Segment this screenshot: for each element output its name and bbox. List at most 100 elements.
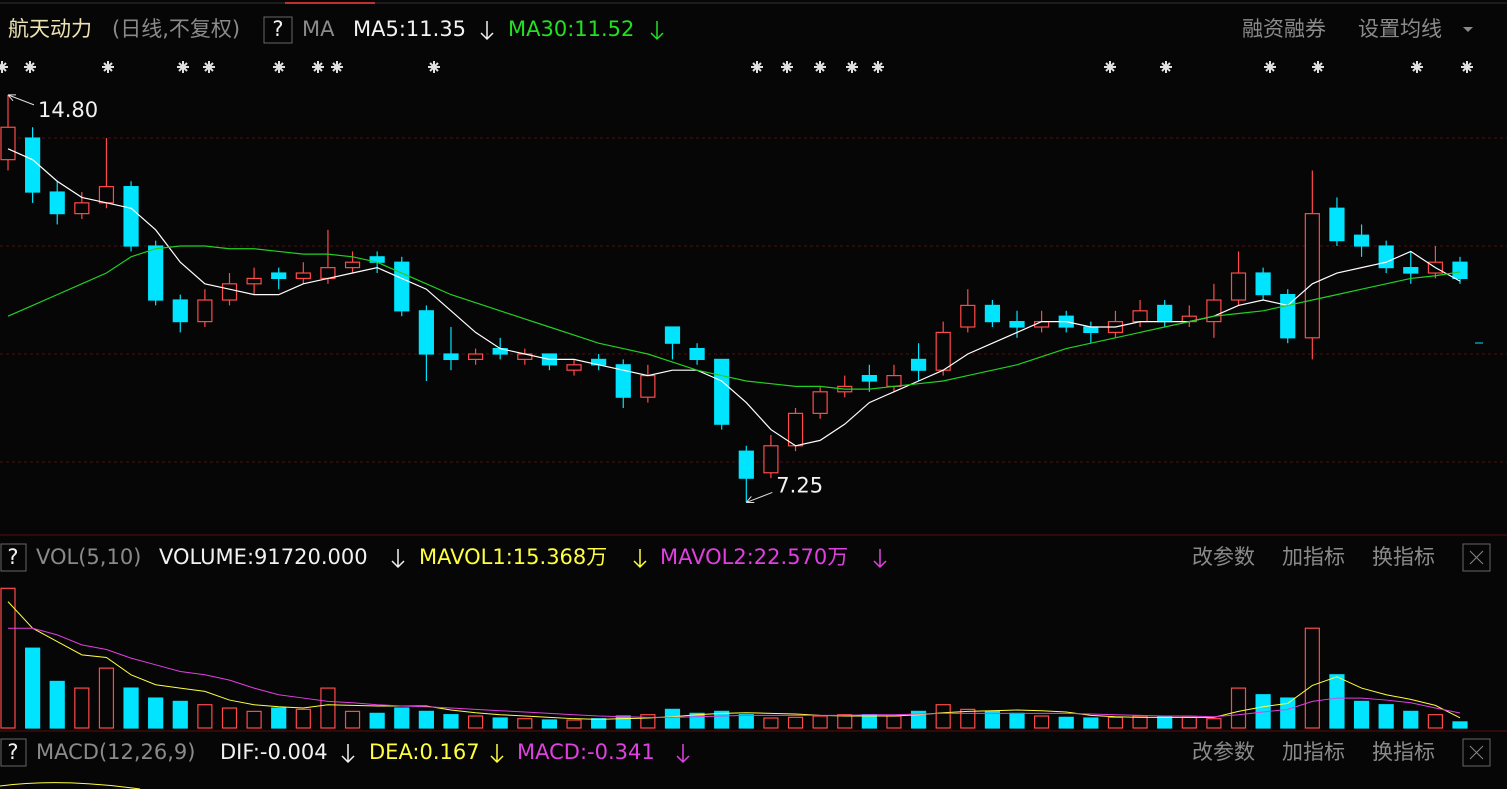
event-marker	[1312, 61, 1324, 73]
volume-bar	[443, 714, 459, 729]
stock-name[interactable]: 航天动力	[8, 17, 92, 41]
close-box[interactable]	[1462, 738, 1491, 767]
help-box[interactable]	[263, 16, 293, 44]
volume-bar	[271, 707, 287, 729]
help[interactable]: ?	[7, 740, 18, 764]
event-marker	[428, 61, 440, 73]
volume-bar	[541, 719, 558, 729]
volume-bar	[123, 687, 139, 729]
volume-bar	[467, 715, 484, 729]
volume-bar	[1353, 700, 1370, 729]
candle-body	[763, 445, 779, 474]
volume-bar	[1230, 687, 1247, 729]
add-indicator-button[interactable]: 加指标	[1282, 545, 1345, 569]
volume-bar	[344, 710, 361, 729]
volume-bar	[861, 714, 877, 729]
macd-line-fragment	[0, 782, 141, 789]
volume-bar	[517, 718, 533, 729]
help[interactable]: ?	[272, 17, 283, 41]
help-box[interactable]	[0, 738, 27, 767]
annotation-label: 7.25	[776, 473, 823, 497]
candle-body	[1009, 321, 1025, 328]
volume-bar	[787, 716, 804, 729]
event-marker	[751, 61, 763, 73]
volume-bar	[49, 680, 65, 729]
down-arrow	[341, 744, 355, 764]
event-marker	[273, 61, 285, 73]
volume-bar	[591, 718, 607, 729]
volume-bar	[1181, 716, 1197, 729]
macd-name[interactable]: MACD(12,26,9)	[36, 740, 196, 764]
volume-bar	[221, 707, 238, 729]
volume-bar	[1107, 716, 1124, 729]
down-arrow	[650, 21, 664, 41]
close-icon[interactable]	[1469, 550, 1484, 565]
candle-body	[1403, 267, 1419, 274]
mavol1-value: MAVOL1:15.368万	[419, 545, 607, 569]
volume-bar	[1304, 627, 1320, 729]
candle-body	[197, 299, 213, 323]
event-marker	[1160, 61, 1172, 73]
close-icon[interactable]	[1469, 745, 1484, 760]
volume-bar	[837, 714, 853, 729]
switch-indicator-button[interactable]: 换指标	[1372, 545, 1435, 569]
volume-bar	[886, 715, 902, 729]
candle-body	[1132, 310, 1148, 323]
candle-body	[787, 412, 804, 447]
down-arrow	[391, 549, 405, 569]
set-ma-button[interactable]: 设置均线	[1358, 17, 1442, 41]
candle-body	[640, 374, 656, 398]
candle-body	[886, 374, 902, 387]
event-marker	[781, 61, 793, 73]
dropdown-caret[interactable]	[1463, 27, 1473, 32]
candle-body	[394, 261, 410, 312]
event-marker	[102, 61, 114, 73]
mavol2-value: MAVOL2:22.570万	[660, 545, 848, 569]
candle-body	[812, 391, 828, 414]
candle-body	[443, 353, 459, 360]
candle-body	[935, 331, 951, 371]
volume-bar	[1083, 717, 1099, 729]
volume-bar	[197, 704, 213, 729]
add-indicator-button[interactable]: 加指标	[1282, 740, 1345, 764]
candle-body	[1304, 213, 1320, 339]
candle-body	[123, 186, 139, 247]
event-marker	[846, 61, 858, 73]
volume-bar	[812, 715, 828, 729]
switch-indicator-button[interactable]: 换指标	[1372, 740, 1435, 764]
down-arrow	[480, 21, 494, 41]
candle-body	[984, 304, 1001, 323]
volume-bar	[492, 717, 508, 729]
vol-name[interactable]: VOL(5,10)	[36, 545, 141, 569]
volume-bar	[738, 714, 754, 729]
margin-button[interactable]: 融资融券	[1242, 17, 1326, 41]
volume-bar	[1452, 721, 1468, 729]
edit-params-button[interactable]: 改参数	[1192, 545, 1255, 569]
period[interactable]: (日线,不复权)	[112, 17, 240, 41]
candle-body	[738, 450, 754, 479]
volume-bar	[1329, 674, 1345, 729]
dif-value: DIF:-0.004	[220, 740, 328, 764]
volume-bar	[1427, 714, 1443, 729]
close-box[interactable]	[1462, 543, 1491, 572]
event-marker	[814, 61, 826, 73]
volume-bar	[1378, 704, 1394, 729]
indicator[interactable]: MA	[302, 17, 335, 41]
volume-bar	[935, 704, 951, 729]
mavol-line	[8, 627, 1461, 718]
help[interactable]: ?	[7, 545, 18, 569]
volume-bar	[1403, 710, 1419, 729]
volume-bar	[640, 714, 656, 729]
volume-bar	[25, 647, 41, 729]
volume-bar	[910, 710, 927, 729]
candle-body	[344, 261, 361, 269]
event-marker	[177, 61, 189, 73]
help-box[interactable]	[0, 543, 27, 572]
ma-line	[7, 245, 1461, 390]
volume-bar	[394, 707, 410, 729]
volume-bar	[1009, 712, 1025, 729]
volume-value: VOLUME:91720.000	[159, 545, 368, 569]
volume-bar	[960, 708, 976, 729]
edit-params-button[interactable]: 改参数	[1192, 740, 1255, 764]
